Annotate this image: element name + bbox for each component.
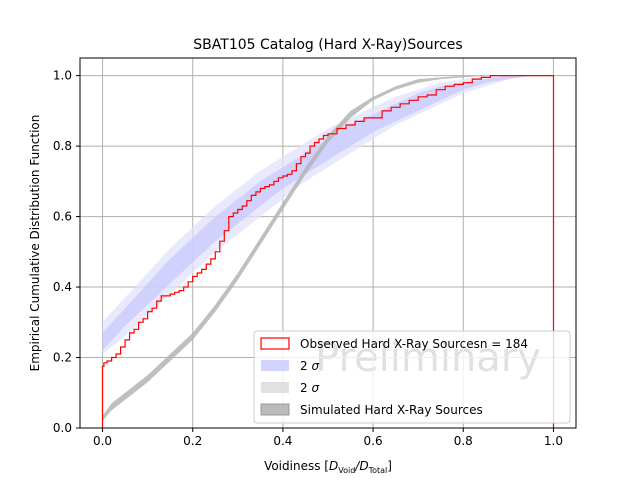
legend-swatch xyxy=(261,360,289,371)
y-tick-label: 0.6 xyxy=(53,210,72,224)
y-tick-label: 1.0 xyxy=(53,69,72,83)
x-axis-label-slash: / xyxy=(354,459,361,473)
band-2-sigma-inner xyxy=(102,75,554,351)
legend-2-sigma-gray: 2 σ xyxy=(261,381,319,395)
legend-swatch xyxy=(261,382,289,393)
x-axis-label-d1: D xyxy=(329,459,338,473)
y-tick-label: 0.0 xyxy=(53,421,72,435)
x-axis-label-sub2: Total xyxy=(368,466,388,475)
x-axis-label-d2: D xyxy=(359,459,368,473)
legend-label: 2 σ xyxy=(300,359,319,373)
x-tick-label: 0.4 xyxy=(273,434,292,448)
x-tick-label: 0.2 xyxy=(183,434,202,448)
legend-swatch xyxy=(260,403,290,416)
legend-frame xyxy=(253,330,571,424)
legend-swatch xyxy=(260,337,290,350)
x-tick-label: 1.0 xyxy=(544,434,563,448)
x-axis-label-prefix: Voidiness [ xyxy=(264,459,329,473)
legend-simulated: Simulated Hard X-Ray Sources xyxy=(260,403,483,417)
observed-step-line xyxy=(101,75,555,428)
legend-label: Simulated Hard X-Ray Sources xyxy=(300,403,483,417)
x-axis-label: Voidiness [DVoid/DTotal] xyxy=(264,459,392,475)
y-tick-label: 0.2 xyxy=(53,351,72,365)
legend-label: Observed Hard X-Ray Sourcesn = 184 xyxy=(300,337,528,351)
plot-frame xyxy=(79,57,577,429)
band-2-sigma-outer xyxy=(102,75,554,354)
legend-2-sigma-blue: 2 σ xyxy=(261,359,319,373)
y-tick-label: 0.8 xyxy=(53,139,72,153)
x-tick-label: 0.0 xyxy=(93,434,112,448)
x-tick-label: 0.6 xyxy=(364,434,383,448)
legend-label: 2 σ xyxy=(300,381,319,395)
x-axis-label-sub1: Void xyxy=(338,466,355,475)
legend: Observed Hard X-Ray Sourcesn = 184 2 σ 2 σ… xyxy=(253,330,571,424)
chart-title: SBAT105 Catalog (Hard X-Ray)Sources xyxy=(193,37,462,53)
x-axis-label-suffix: ] xyxy=(387,459,392,473)
legend-observed: Observed Hard X-Ray Sourcesn = 184 xyxy=(260,337,528,351)
y-axis-label: Empirical Cumulative Distribution Functi… xyxy=(28,115,42,372)
y-tick-label: 0.4 xyxy=(53,280,72,294)
x-tick-label: 0.8 xyxy=(454,434,473,448)
